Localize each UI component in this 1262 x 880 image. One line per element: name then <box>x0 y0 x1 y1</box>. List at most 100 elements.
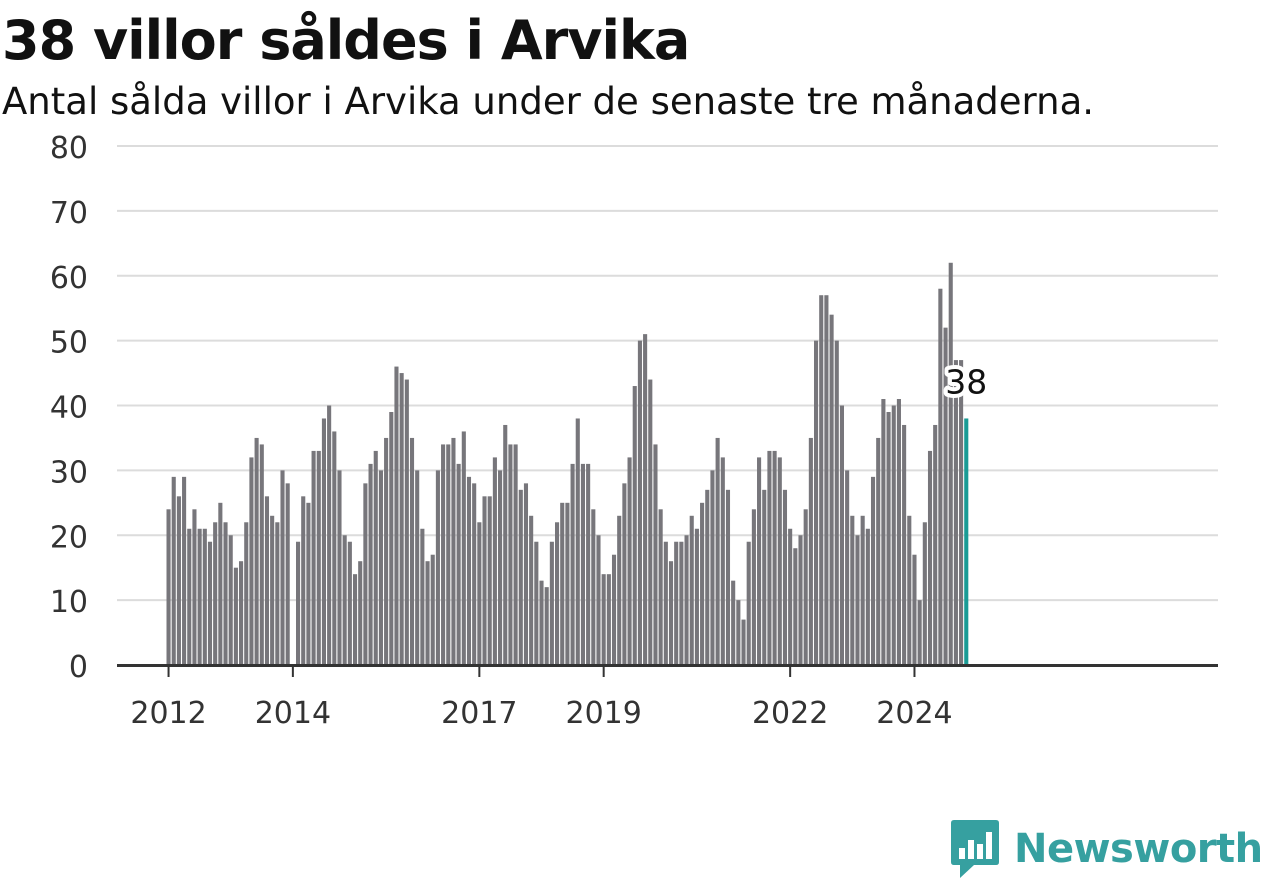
bar <box>171 476 176 665</box>
bar <box>865 528 870 665</box>
bar <box>772 450 777 665</box>
bar <box>394 366 399 665</box>
bar <box>580 463 585 665</box>
bar <box>777 457 782 665</box>
bar <box>808 437 813 665</box>
bar <box>907 515 912 665</box>
bar <box>606 574 611 665</box>
x-tick-label: 2022 <box>752 696 828 731</box>
bar <box>700 502 705 665</box>
bar <box>876 437 881 665</box>
bar <box>694 528 699 665</box>
y-tick-label: 10 <box>50 585 88 620</box>
y-tick-label: 0 <box>69 650 88 685</box>
bar <box>472 483 477 665</box>
bar <box>757 457 762 665</box>
bar <box>751 509 756 665</box>
bar <box>223 522 228 665</box>
bar <box>280 470 285 665</box>
bar <box>187 528 192 665</box>
bar <box>793 548 798 665</box>
bar <box>637 340 642 665</box>
bar <box>927 450 933 665</box>
bar <box>896 399 901 665</box>
bar <box>933 424 938 665</box>
bar <box>855 535 860 665</box>
bar <box>513 444 518 665</box>
bar <box>461 431 466 665</box>
chart-subtitle: Antal sålda villor i Arvika under de sen… <box>2 80 1095 123</box>
x-tick-label: 2012 <box>130 696 206 731</box>
bar <box>870 476 876 665</box>
bar <box>798 535 803 665</box>
bar <box>316 450 321 665</box>
bar <box>617 515 622 665</box>
y-tick-label: 80 <box>50 131 88 166</box>
bar <box>378 470 383 665</box>
bar <box>534 541 539 665</box>
bar <box>373 450 378 665</box>
bar <box>311 450 316 665</box>
bar <box>182 476 187 665</box>
bar <box>845 470 850 665</box>
bar <box>466 476 472 665</box>
bar <box>834 340 839 665</box>
bar <box>285 483 290 665</box>
bar <box>881 399 886 665</box>
bar <box>327 405 332 665</box>
x-tick-label: 2014 <box>255 696 331 731</box>
chart-title: 38 villor såldes i Arvika <box>2 9 690 72</box>
bar <box>959 360 964 665</box>
bar <box>233 567 238 665</box>
brand-logo: Newsworthy <box>950 818 1262 880</box>
bar-chart-speech-bubble-icon <box>951 820 999 878</box>
bar <box>389 411 394 665</box>
bar <box>492 457 497 665</box>
bar <box>938 288 943 665</box>
bar <box>788 528 793 665</box>
bar <box>415 470 420 665</box>
bar <box>503 424 508 665</box>
bar <box>321 418 326 665</box>
bar <box>332 431 337 665</box>
bar <box>404 379 409 665</box>
bar <box>715 437 720 665</box>
y-tick-label: 50 <box>50 326 88 361</box>
bar <box>477 522 482 665</box>
bar <box>446 444 451 665</box>
bar <box>430 554 435 665</box>
bar <box>948 262 953 665</box>
y-tick-label: 70 <box>50 196 88 231</box>
bar <box>456 463 461 665</box>
bar <box>710 470 715 665</box>
x-tick-label: 2024 <box>876 696 952 731</box>
bar <box>648 379 653 665</box>
bar <box>244 522 249 665</box>
bar <box>741 619 746 665</box>
bar <box>539 580 544 665</box>
x-tick-label: 2017 <box>441 696 517 731</box>
bar <box>689 515 694 665</box>
highlight-bar <box>964 418 969 665</box>
bar <box>720 457 725 665</box>
bar <box>705 489 710 665</box>
data-label: 38 <box>945 362 987 401</box>
bar <box>658 509 663 665</box>
bar <box>586 463 591 665</box>
bar <box>860 515 865 665</box>
bar <box>306 502 311 665</box>
bar <box>922 522 927 665</box>
bar <box>264 496 270 665</box>
bar <box>725 489 731 665</box>
bar <box>643 334 648 665</box>
bar <box>275 522 280 665</box>
bar <box>301 496 306 665</box>
y-tick-label: 60 <box>50 261 88 296</box>
bar <box>441 444 446 665</box>
bar <box>202 528 207 665</box>
bar <box>420 528 425 665</box>
bar <box>824 295 829 665</box>
bar <box>399 373 404 665</box>
bar <box>736 600 741 665</box>
